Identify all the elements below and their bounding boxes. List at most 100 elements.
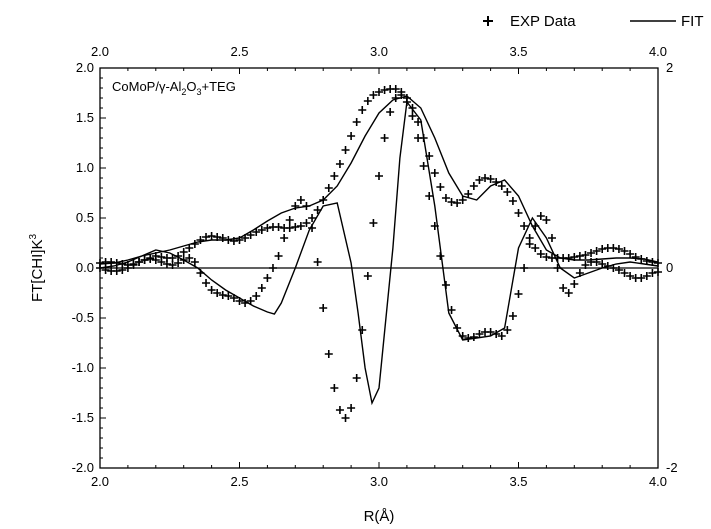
exp-imaginary-point [536, 212, 545, 220]
exp-magnitude-point [486, 175, 495, 183]
exp-magnitude-point [598, 245, 607, 253]
x-top-tick-label: 2.5 [230, 44, 248, 59]
exp-imaginary-point [547, 234, 556, 242]
exp-magnitude-point [575, 252, 584, 260]
exp-magnitude-point [196, 236, 205, 244]
exp-imaginary-point [324, 350, 333, 358]
exp-imaginary-point [218, 291, 227, 299]
exp-magnitude-point [347, 132, 356, 140]
exp-magnitude-point [620, 247, 629, 255]
exp-imaginary-point [369, 219, 378, 227]
fit-magnitude-line [99, 95, 659, 265]
exp-imaginary-point [564, 289, 573, 297]
exp-magnitude-point [352, 118, 361, 126]
exp-magnitude-point [107, 258, 116, 266]
exp-imaginary-point [140, 256, 149, 264]
exp-magnitude-point [564, 254, 573, 262]
exp-imaginary-point [581, 261, 590, 269]
legend-label-fit: FIT [681, 13, 704, 30]
axis-ticks [99, 67, 659, 469]
exp-imaginary-point [525, 240, 534, 248]
exp-imaginary-point [252, 292, 261, 300]
exp-imaginary-point [274, 252, 283, 260]
exp-magnitude-point [469, 182, 478, 190]
y-right-tick-label: -2 [666, 460, 678, 475]
exp-imaginary-point [213, 289, 222, 297]
x-tick-label: 3.5 [509, 474, 527, 489]
exp-imaginary-point [425, 192, 434, 200]
exp-magnitude-point [441, 194, 450, 202]
x-axis-title: R(Å) [364, 508, 395, 525]
exp-magnitude-point [481, 174, 490, 182]
exp-imaginary-point [285, 216, 294, 224]
exp-imaginary-point [135, 258, 144, 266]
exp-magnitude-point [375, 88, 383, 96]
exp-magnitude-point [631, 253, 640, 261]
exp-imaginary-point [614, 266, 623, 274]
y-right-tick-label: 2 [666, 60, 673, 75]
exp-imaginary-point [185, 254, 194, 262]
exp-magnitude-point [626, 250, 635, 258]
exp-magnitude-point [531, 244, 540, 252]
exp-imaginary-point [475, 330, 484, 338]
exp-imaginary-point [497, 332, 506, 340]
exp-imaginary-point [620, 269, 629, 277]
exp-imaginary-point [363, 272, 372, 280]
exp-imaginary-point [508, 312, 517, 320]
exp-magnitude-point [430, 169, 439, 177]
y-tick-label: 2.0 [76, 60, 94, 75]
series-layer [96, 85, 662, 422]
exp-imaginary-point [157, 258, 166, 266]
exp-magnitude-point [274, 223, 283, 231]
exp-magnitude-point [330, 172, 339, 180]
exp-magnitude-point [497, 182, 506, 190]
x-top-tick-label: 2.0 [91, 44, 109, 59]
exp-imaginary-point [347, 404, 356, 412]
exp-imaginary-point [118, 266, 127, 274]
exp-magnitude-point [252, 228, 261, 236]
legend-label-exp: EXP Data [510, 13, 576, 30]
exp-imaginary-point [296, 196, 305, 204]
exp-magnitude-point [324, 184, 333, 192]
exp-magnitude-point [458, 196, 467, 204]
exp-magnitude-point [285, 224, 294, 232]
exp-imaginary-point [397, 91, 406, 99]
exp-magnitude-point [308, 214, 317, 222]
y-tick-label: -2.0 [72, 460, 94, 475]
exp-magnitude-point [609, 244, 618, 252]
exp-imaginary-point [162, 260, 171, 268]
x-top-tick-label: 3.5 [509, 44, 527, 59]
exp-imaginary-point [514, 290, 523, 298]
exp-imaginary-point [654, 268, 662, 276]
exp-magnitude-point [207, 232, 216, 240]
exp-imaginary-point [330, 384, 339, 392]
y-axis-title: FT[CHI]K3 [28, 234, 46, 303]
exp-imaginary-point [503, 326, 512, 334]
exp-imaginary-point [151, 256, 160, 264]
exp-magnitude-point [514, 209, 523, 217]
exp-imaginary-point [224, 292, 233, 300]
exp-imaginary-point [319, 304, 328, 312]
x-top-tick-label: 4.0 [649, 44, 667, 59]
legend: EXP Data FIT [483, 13, 704, 30]
exp-imaginary-point [352, 374, 361, 382]
sample-annotation: CoMoP/γ-Al2O3+TEG [112, 79, 236, 97]
fit-imaginary-line [99, 100, 659, 406]
exp-imaginary-point [375, 172, 383, 180]
y-tick-label: 0.0 [76, 260, 94, 275]
exp-magnitude-point [168, 254, 177, 262]
exp-imaginary-point [419, 162, 428, 170]
exp-magnitude-point [447, 198, 456, 206]
exp-imaginary-point [598, 260, 607, 268]
exp-magnitude-point [408, 104, 417, 112]
exp-magnitude-point [263, 224, 272, 232]
exp-imaginary-point [414, 134, 423, 142]
exp-magnitude-point [257, 226, 266, 234]
exp-magnitude-point [475, 176, 484, 184]
exp-magnitude-point [614, 245, 623, 253]
exp-imaginary-point [637, 274, 646, 282]
exp-magnitude-point [592, 247, 601, 255]
legend-marker-exp [483, 16, 493, 26]
exp-imaginary-point [570, 280, 579, 288]
exp-imaginary-point [257, 284, 266, 292]
